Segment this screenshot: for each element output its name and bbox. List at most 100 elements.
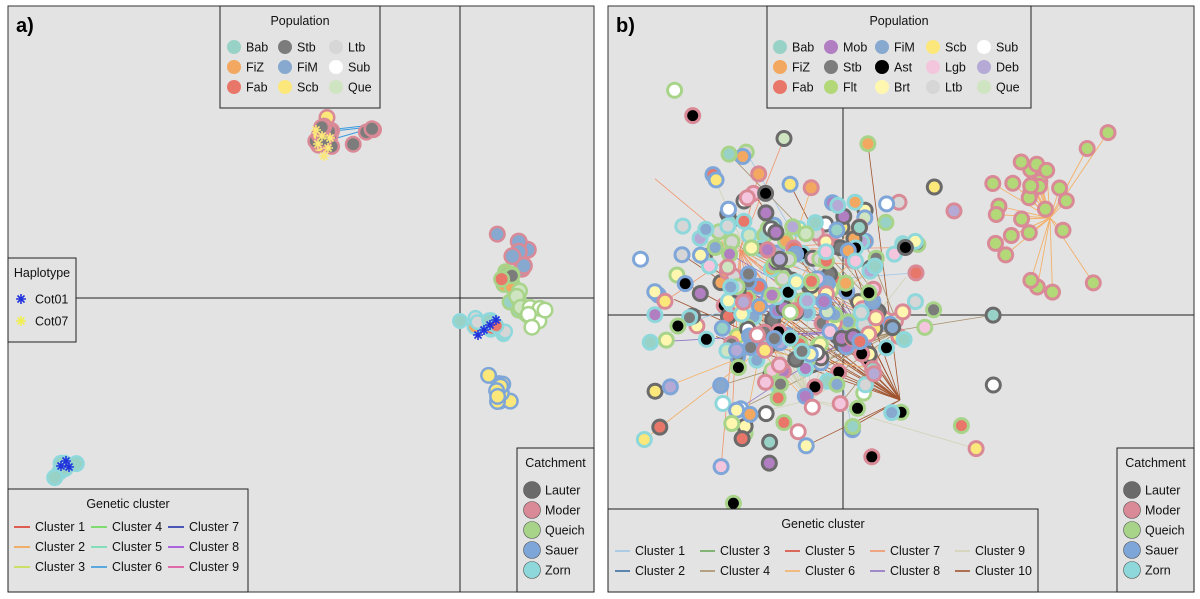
legend-label: Cluster 1 <box>635 544 685 558</box>
cluster-legend-title: Genetic cluster <box>781 517 864 531</box>
data-point <box>505 249 519 263</box>
haplotype-marker <box>325 133 335 143</box>
legend-label: Cluster 6 <box>112 560 162 574</box>
legend-label: Cluster 3 <box>35 560 85 574</box>
haplotype-marker <box>311 125 321 135</box>
data-point <box>760 376 771 388</box>
haplotype-marker <box>64 462 74 472</box>
legend-swatch <box>875 40 889 54</box>
data-point <box>805 182 817 194</box>
legend-label: Brt <box>894 81 911 95</box>
data-point <box>796 345 808 357</box>
legend-swatch <box>1123 481 1141 499</box>
data-point <box>881 342 892 354</box>
data-point <box>881 198 893 210</box>
catchment-legend-title: Catchment <box>525 456 586 470</box>
legend-label: Zorn <box>1145 564 1171 578</box>
legend-label: Cluster 5 <box>805 544 855 558</box>
haplotype-marker <box>491 315 501 325</box>
data-point <box>716 322 728 334</box>
population-legend-title: Population <box>869 14 928 28</box>
data-point <box>899 242 911 253</box>
haplotype-marker <box>16 294 26 304</box>
legend-label: Deb <box>996 61 1019 75</box>
data-point <box>778 133 790 144</box>
data-point <box>888 248 900 260</box>
data-point <box>525 321 538 334</box>
data-point <box>792 426 804 438</box>
data-point <box>751 329 763 341</box>
data-point <box>910 267 922 279</box>
data-point <box>852 402 863 414</box>
legend-swatch <box>278 60 292 74</box>
cluster-line <box>1036 217 1051 288</box>
data-point <box>806 401 818 413</box>
legend-label: Bab <box>246 41 268 55</box>
legend-label: Cot07 <box>35 315 68 329</box>
data-point <box>743 229 755 241</box>
legend-swatch <box>523 561 541 579</box>
legend-swatch <box>1123 521 1141 539</box>
haplotype-marker <box>317 131 327 141</box>
data-point <box>768 333 780 344</box>
panel-b-catchment-legend: Catchment Lauter Moder Queich Sauer Zorn <box>1116 447 1195 593</box>
data-point <box>847 421 859 432</box>
panel-a-points <box>46 109 554 487</box>
legend-label: FiM <box>894 41 915 55</box>
data-point <box>731 404 743 416</box>
data-point <box>727 497 739 509</box>
legend-swatch <box>926 60 940 74</box>
legend-swatch <box>773 40 787 54</box>
data-point <box>842 316 854 328</box>
legend-label: Sauer <box>545 544 578 558</box>
data-point <box>849 196 861 208</box>
legend-swatch <box>824 40 838 54</box>
data-point <box>809 217 821 229</box>
data-point <box>809 381 821 393</box>
data-point <box>1025 180 1037 192</box>
data-point <box>784 306 796 318</box>
legend-label: FiZ <box>246 61 264 75</box>
data-point <box>869 260 881 272</box>
legend-swatch <box>227 80 241 94</box>
data-point <box>818 296 830 307</box>
cluster-line <box>1030 217 1051 281</box>
legend-swatch <box>875 60 889 74</box>
data-point <box>774 359 785 371</box>
data-point <box>909 296 921 308</box>
data-point <box>726 418 738 429</box>
data-point <box>801 307 813 319</box>
data-point <box>970 443 982 455</box>
legend-label: Bab <box>792 41 814 55</box>
data-point <box>722 261 734 273</box>
legend-label: Lauter <box>545 484 580 498</box>
data-point <box>482 369 495 382</box>
data-point <box>366 122 378 135</box>
data-point <box>710 174 722 186</box>
data-point <box>744 408 756 420</box>
legend-label: Queich <box>545 524 585 538</box>
data-point <box>760 207 772 219</box>
population-legend-title: Population <box>270 14 329 28</box>
data-point <box>859 379 871 391</box>
data-point <box>491 390 504 403</box>
data-point <box>725 281 737 293</box>
data-point <box>649 286 661 298</box>
legend-label: Fab <box>246 81 268 95</box>
data-point <box>760 408 772 420</box>
legend-swatch <box>329 80 343 94</box>
data-point <box>800 228 812 240</box>
data-point <box>784 178 796 190</box>
data-point <box>799 390 811 402</box>
data-point <box>784 332 796 344</box>
data-point <box>726 236 738 248</box>
haplotype-marker <box>313 139 323 149</box>
data-point <box>724 248 736 260</box>
legend-swatch <box>926 40 940 54</box>
data-point <box>672 320 684 332</box>
legend-label: Moder <box>1145 504 1180 518</box>
data-point <box>987 309 999 321</box>
data-point <box>1087 277 1099 289</box>
